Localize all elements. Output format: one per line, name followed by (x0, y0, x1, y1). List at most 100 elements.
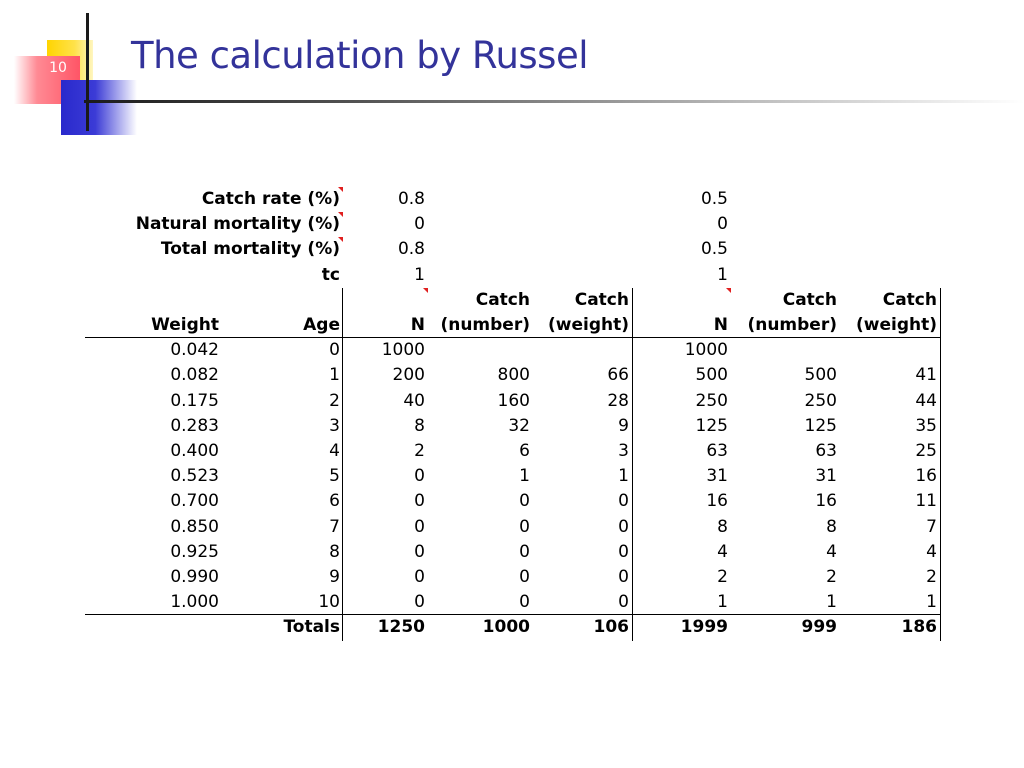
table-cell-weight: 0.700 (170, 491, 219, 512)
header-catch-number-b: (number) (747, 315, 837, 335)
header-top-n-a (315, 288, 425, 313)
table-cell-weight: 0.175 (170, 390, 219, 411)
table-cell-catch-weight-a: 3 (618, 441, 629, 461)
table-cell-n-b: 4 (717, 541, 728, 562)
header-top-catch-number-b: Catch (782, 289, 837, 310)
totals-n-b: 1999 (680, 617, 728, 638)
header-top-catch-weight-a: Catch (574, 289, 629, 310)
header-top-catch-weight-b: Catch (882, 289, 937, 310)
table-cell-age: 4 (329, 441, 340, 461)
table-cell-n-a: 200 (392, 365, 425, 386)
table-cell-age: 0 (329, 340, 340, 361)
table-cell-catch-number-b: 1 (826, 592, 837, 613)
totals-catch-weight-a: 106 (593, 617, 630, 638)
table-cell-n-b: 250 (695, 390, 728, 411)
table-cell-catch-number-b: 31 (815, 466, 837, 487)
table-cell-n-a: 40 (403, 390, 425, 411)
table-cell-n-a: 0 (414, 491, 425, 512)
slide-number: 10 (49, 60, 67, 76)
table-cell-catch-number-a: 0 (519, 516, 530, 537)
table-cell-weight: 0.850 (170, 516, 219, 537)
header-separator-line (85, 337, 941, 339)
table-cell-catch-weight-a (519, 338, 629, 363)
table-cell-weight: 0.925 (170, 541, 219, 562)
table-cell-catch-weight-a: 66 (607, 365, 629, 386)
table-cell-catch-weight-b: 44 (915, 390, 937, 411)
table-cell-n-a: 8 (414, 415, 425, 436)
decor-horizontal-line (84, 100, 1024, 103)
header-weight: Weight (151, 315, 219, 335)
param-value-b: 0.5 (700, 239, 728, 260)
totals-catch-number-a: 1000 (482, 617, 530, 638)
table-cell-catch-weight-a: 9 (618, 415, 629, 436)
param-label: Total mortality (%) (160, 239, 340, 260)
table-cell-catch-weight-b: 25 (915, 441, 937, 461)
table-cell-catch-number-a (420, 338, 530, 363)
slide-title: The calculation by Russel (131, 34, 589, 77)
column-divider-scenario (632, 287, 633, 641)
decor-vertical-line (86, 13, 89, 131)
table-cell-n-b: 16 (706, 491, 728, 512)
totals-catch-number-b: 999 (801, 617, 838, 638)
table-cell-n-b: 125 (695, 415, 728, 436)
table-cell-n-b: 8 (717, 516, 728, 537)
table-cell-catch-weight-a: 0 (618, 516, 629, 537)
table-cell-weight: 0.523 (170, 466, 219, 487)
table-cell-age: 7 (329, 516, 340, 537)
header-age: Age (303, 315, 340, 335)
totals-n-a: 1250 (377, 617, 425, 638)
table-cell-weight: 0.283 (170, 415, 219, 436)
header-catch-weight-a: (weight) (548, 315, 629, 335)
table-cell-catch-weight-a: 1 (618, 466, 629, 487)
header-catch-weight-b: (weight) (856, 315, 937, 335)
comment-marker (726, 287, 731, 293)
table-cell-catch-number-b: 4 (826, 541, 837, 562)
table-cell-catch-number-a: 160 (497, 390, 530, 411)
param-value-a: 0 (414, 214, 425, 235)
comment-marker (338, 212, 343, 218)
table-cell-catch-number-b: 250 (804, 390, 837, 411)
param-label: Catch rate (%) (201, 189, 340, 209)
table-cell-n-b: 1 (717, 592, 728, 613)
table-cell-n-b: 63 (706, 441, 728, 461)
totals-separator-line (85, 614, 941, 616)
table-cell-n-a: 0 (414, 567, 425, 587)
table-cell-catch-weight-a: 28 (607, 390, 629, 411)
table-cell-catch-weight-a: 0 (618, 491, 629, 512)
table-cell-catch-number-a: 0 (519, 567, 530, 587)
table-cell-catch-weight-b: 4 (926, 541, 937, 562)
table-cell-catch-number-a: 6 (519, 441, 530, 461)
table-cell-age: 5 (329, 466, 340, 487)
comment-marker (423, 287, 428, 293)
header-n-b: N (713, 315, 728, 335)
table-cell-catch-number-a: 1 (519, 466, 530, 487)
table-cell-catch-weight-a: 0 (618, 541, 629, 562)
comment-marker (338, 237, 343, 243)
table-cell-n-a: 0 (414, 516, 425, 537)
table-cell-catch-number-a: 0 (519, 592, 530, 613)
totals-label: Totals (283, 617, 340, 638)
table-cell-catch-number-b: 8 (826, 516, 837, 537)
table-cell-weight: 0.042 (170, 340, 219, 361)
table-cell-n-a: 0 (414, 541, 425, 562)
table-cell-catch-weight-b (827, 338, 937, 363)
param-value-b: 0 (717, 214, 728, 235)
param-value-b: 1 (717, 264, 728, 285)
table-cell-n-a: 0 (414, 592, 425, 613)
table-cell-catch-number-a: 0 (519, 491, 530, 512)
param-value-a: 1 (414, 264, 425, 285)
table-cell-catch-weight-b: 35 (915, 415, 937, 436)
table-cell-catch-weight-b: 16 (915, 466, 937, 487)
param-label: tc (321, 264, 340, 285)
table-cell-catch-weight-b: 11 (915, 491, 937, 512)
header-catch-number-a: (number) (440, 315, 530, 335)
comment-marker (338, 187, 343, 192)
table-cell-catch-number-b: 125 (804, 415, 837, 436)
column-divider-age (342, 287, 343, 641)
table-cell-age: 1 (329, 365, 340, 386)
param-value-a: 0.8 (397, 239, 425, 260)
table-cell-n-b: 31 (706, 466, 728, 487)
table-cell-age: 8 (329, 541, 340, 562)
param-value-a: 0.8 (397, 189, 425, 209)
table-cell-age: 3 (329, 415, 340, 436)
